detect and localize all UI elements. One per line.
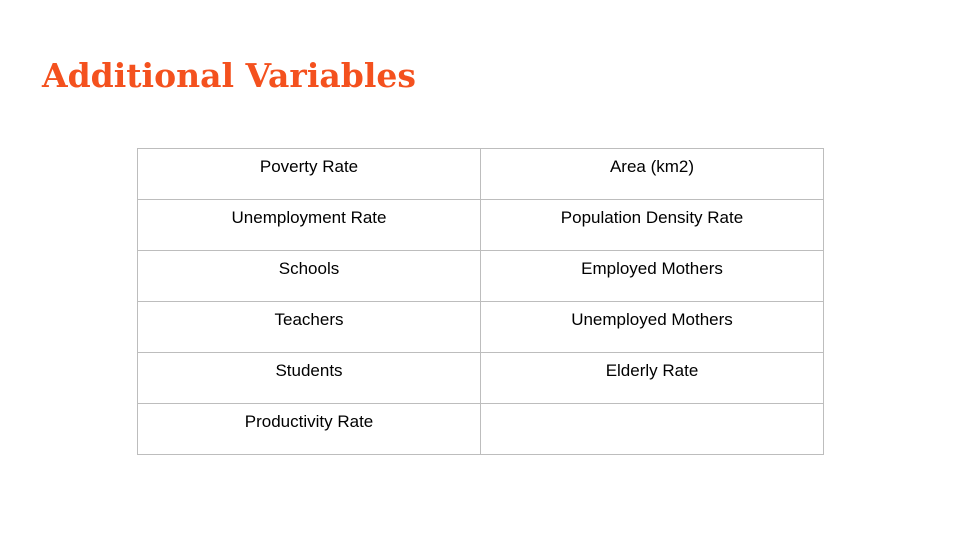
table-row: Unemployment Rate Population Density Rat… — [137, 199, 824, 251]
table-cell: Schools — [137, 250, 481, 302]
table-cell: Unemployment Rate — [137, 199, 481, 251]
table-row: Students Elderly Rate — [137, 352, 824, 404]
table-cell: Productivity Rate — [137, 403, 481, 455]
table-cell: Area (km2) — [480, 148, 824, 200]
table-cell: Students — [137, 352, 481, 404]
table-row: Schools Employed Mothers — [137, 250, 824, 302]
table-cell: Elderly Rate — [480, 352, 824, 404]
table-row: Poverty Rate Area (km2) — [137, 148, 824, 200]
table-cell: Unemployed Mothers — [480, 301, 824, 353]
table-row: Teachers Unemployed Mothers — [137, 301, 824, 353]
variables-table: Poverty Rate Area (km2) Unemployment Rat… — [137, 148, 824, 455]
table-cell: Poverty Rate — [137, 148, 481, 200]
table-row: Productivity Rate — [137, 403, 824, 455]
table-cell: Population Density Rate — [480, 199, 824, 251]
slide-title: Additional Variables — [42, 56, 416, 95]
table-cell-empty — [480, 403, 824, 455]
table-cell: Employed Mothers — [480, 250, 824, 302]
table-cell: Teachers — [137, 301, 481, 353]
